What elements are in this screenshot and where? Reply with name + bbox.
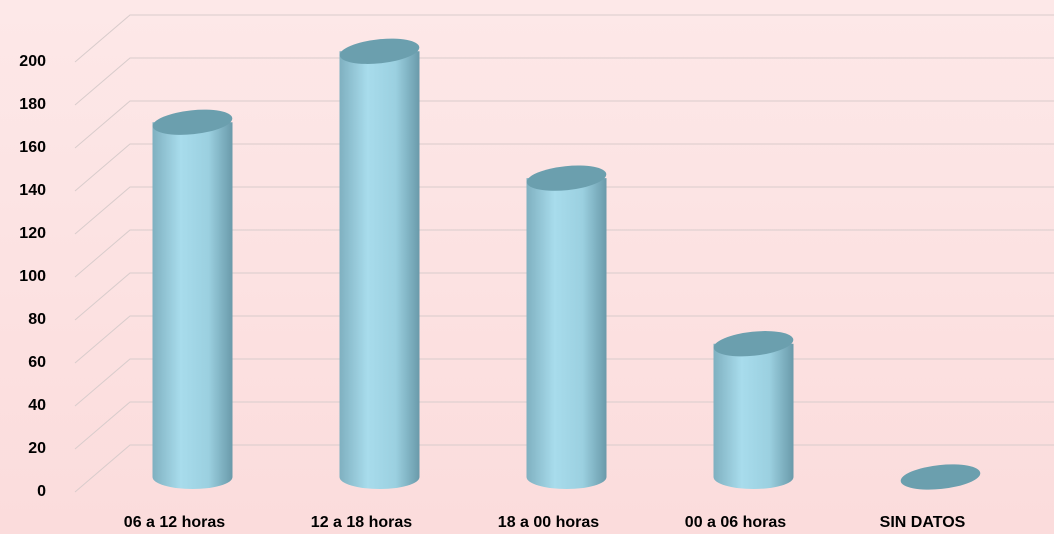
y-tick-label: 160 [19,139,46,156]
grid-line [74,57,1054,106]
grid-line [74,229,1054,278]
y-tick-label: 140 [19,182,46,199]
bar [339,38,420,490]
grid-line [74,315,1054,364]
bar-body [339,51,420,490]
y-tick-label: 80 [28,311,46,328]
y-tick-label: 40 [28,397,46,414]
grid-line [74,272,1054,321]
grid-line [74,14,1054,63]
bar-body [152,122,233,489]
y-tick-label: 60 [28,354,46,371]
y-tick-label: 180 [19,96,46,113]
bar [900,464,981,490]
grid-line [74,100,1054,149]
bar [713,331,794,489]
bar-body [713,343,794,489]
y-tick-label: 0 [37,483,46,500]
grid [74,14,1054,493]
bar-body [526,178,607,489]
y-tick-label: 120 [19,225,46,242]
grid-line [74,186,1054,235]
bar-top [900,464,981,490]
bar [152,109,233,489]
bar-top [526,165,607,191]
x-tick-label: 18 a 00 horas [498,514,600,531]
x-tick-label: 12 a 18 horas [311,514,413,531]
y-tick-label: 200 [19,53,46,70]
bars [152,38,981,490]
bar [526,165,607,489]
grid-line [74,143,1054,192]
bar-top [713,331,794,357]
bar-top [339,38,420,64]
x-tick-label: SIN DATOS [880,514,966,531]
x-tick-label: 06 a 12 horas [124,514,226,531]
bar-top [152,109,233,135]
y-tick-label: 20 [28,440,46,457]
x-tick-label: 00 a 06 horas [685,514,787,531]
y-tick-label: 100 [19,268,46,285]
